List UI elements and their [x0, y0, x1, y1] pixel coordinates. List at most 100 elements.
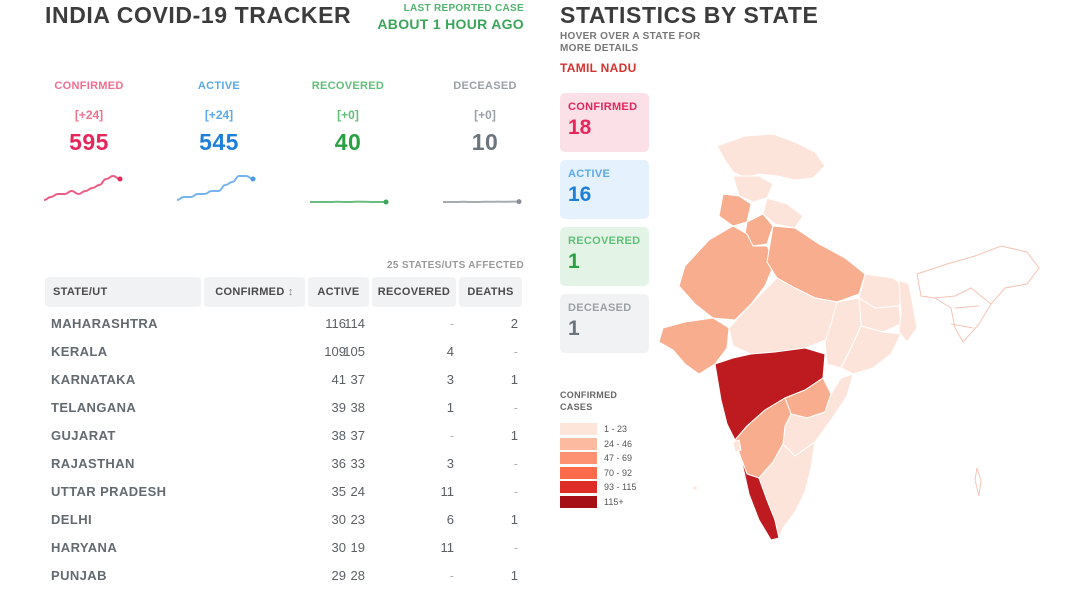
map-state-odisha[interactable] [840, 325, 902, 375]
map-island-lakshadweep [693, 486, 697, 490]
legend-item: 24 - 46 [560, 437, 660, 453]
deaths-cell: - [513, 540, 518, 555]
level-label: ACTIVE [197, 80, 241, 92]
table-row[interactable]: HARYANA 30 19 11 - [45, 534, 525, 562]
confirmed-cell: 30 [331, 540, 346, 555]
table-row[interactable]: PUNJAB 29 28 - 1 [45, 562, 525, 590]
legend-label: 1 - 23 [604, 424, 628, 434]
map-state-jammu-kashmir[interactable] [716, 133, 826, 181]
active-cell: 19 [350, 540, 365, 555]
recovered-cell: 4 [446, 344, 454, 359]
confirmed-cell: 29 [331, 568, 346, 583]
card-label: ACTIVE [568, 168, 611, 180]
active-cell: 37 [350, 428, 365, 443]
active-cell: 38 [350, 400, 365, 415]
col-header-state[interactable]: STATE/UT [45, 277, 201, 307]
level-value: 10 [471, 129, 499, 155]
card-label: CONFIRMED [568, 101, 638, 113]
active-cell: 23 [350, 512, 365, 527]
level-confirmed: CONFIRMED [+24] 595 [29, 80, 149, 156]
table-row[interactable]: KERALA 109 105 4 - [45, 338, 525, 366]
legend-swatch [560, 466, 597, 479]
table-row[interactable]: GUJARAT 38 37 - 1 [45, 422, 525, 450]
level-delta: [+0] [337, 108, 359, 122]
recovered-cell: 3 [446, 372, 454, 387]
level-value: 40 [334, 129, 362, 155]
deaths-cell: 1 [510, 512, 518, 527]
active-cell: 33 [350, 456, 365, 471]
legend-swatch [560, 437, 597, 450]
table-row[interactable]: TELANGANA 39 38 1 - [45, 394, 525, 422]
deaths-cell: 2 [510, 316, 518, 331]
col-header-active[interactable]: ACTIVE [308, 277, 369, 307]
sparkline-end-dot [117, 176, 123, 182]
table-row[interactable]: KARNATAKA 41 37 3 1 [45, 366, 525, 394]
legend-label: 24 - 46 [604, 438, 633, 449]
map-island-andaman [974, 467, 982, 497]
sparkline-deceased [443, 199, 522, 205]
table-row[interactable]: RAJASTHAN 36 33 3- [45, 450, 525, 478]
recovered-cell: 6 [446, 512, 454, 527]
map-state-goa[interactable] [732, 439, 742, 453]
confirmed-cell: 39 [331, 400, 346, 415]
deaths-cell: - [513, 344, 518, 359]
level-label: DECEASED [453, 80, 517, 92]
map-state-rajasthan[interactable] [678, 225, 776, 321]
confirmed-cell: 30 [331, 512, 346, 527]
col-header-confirmed[interactable]: CONFIRMED ↕ [204, 277, 305, 307]
card-value: 18 [568, 116, 592, 139]
confirmed-cell: 36 [331, 456, 346, 471]
card-value: 1 [568, 317, 580, 340]
sparkline-recovered [310, 199, 389, 205]
map-legend: 1 - 23 24 - 46 47 - 69 70 - 92 93 - 115 115+ [560, 423, 660, 510]
state-card-deceased: DECEASED 1 [560, 294, 649, 353]
sparkline-path [176, 175, 254, 201]
legend-title: CONFIRMED CASES [560, 390, 618, 412]
table-row[interactable]: MAHARASHTRA 116 114 - 2 [45, 310, 525, 338]
deaths-cell: 1 [510, 428, 518, 443]
india-map[interactable] [655, 128, 1045, 548]
recovered-cell: - [449, 568, 454, 583]
state-cell: KERALA [51, 344, 108, 359]
active-cell: 105 [343, 344, 365, 359]
state-cell: RAJASTHAN [51, 456, 135, 471]
table-row[interactable]: DELHI 30 23 6 1 [45, 506, 525, 534]
legend-label: 93 - 115 [604, 482, 637, 492]
map-state-uttar-pradesh[interactable] [766, 225, 866, 303]
confirmed-cell: 41 [331, 372, 346, 387]
sparkline-confirmed [43, 174, 123, 201]
level-label: RECOVERED [311, 80, 385, 92]
state-cell: MAHARASHTRA [51, 316, 158, 331]
legend-item: 47 - 69 [560, 452, 660, 467]
recovered-cell: 11 [440, 540, 455, 555]
state-cell: GUJARAT [51, 428, 116, 443]
card-label: DECEASED [568, 302, 632, 314]
table-row[interactable]: UTTAR PRADESH 35 24 11 - [45, 478, 525, 506]
deaths-cell: - [513, 400, 518, 415]
recovered-cell: - [449, 428, 454, 443]
deaths-cell: - [513, 484, 518, 499]
col-header-deaths[interactable]: DEATHS [459, 277, 522, 307]
card-label: RECOVERED [568, 235, 641, 247]
level-label: CONFIRMED [54, 80, 124, 92]
map-state-west-bengal[interactable] [898, 279, 918, 343]
active-cell: 24 [350, 484, 365, 499]
state-card-active: ACTIVE 16 [560, 160, 649, 219]
confirmed-cell: 38 [331, 428, 346, 443]
card-value: 16 [568, 183, 592, 206]
deaths-cell: 1 [510, 568, 518, 583]
state-cell: HARYANA [51, 540, 118, 555]
sort-icon: ↕ [287, 286, 294, 298]
deaths-cell: - [513, 456, 518, 471]
level-delta: [+24] [74, 108, 104, 122]
last-reported-value: ABOUT 1 HOUR AGO [377, 16, 524, 32]
col-header-recovered[interactable]: RECOVERED [372, 277, 456, 307]
sparkline-end-dot [250, 176, 256, 182]
legend-label: 47 - 69 [604, 453, 633, 463]
selected-state-name: TAMIL NADU [560, 61, 637, 75]
legend-item: 115+ [560, 495, 660, 511]
confirmed-cell: 109 [324, 344, 346, 359]
map-state-tamil-nadu[interactable] [758, 440, 816, 540]
hover-hint: HOVER OVER A STATE FOR MORE DETAILS [560, 31, 701, 54]
state-card-recovered: RECOVERED 1 [560, 227, 649, 286]
